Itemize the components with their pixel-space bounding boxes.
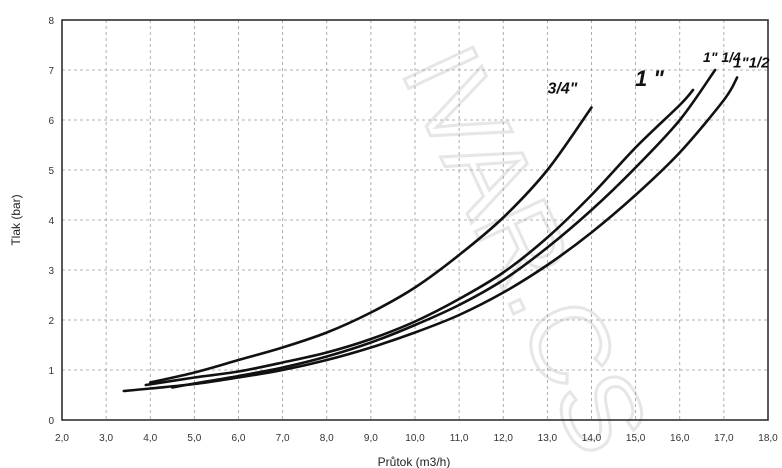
x-tick-label: 16,0 bbox=[670, 433, 690, 444]
x-tick-labels: 2,0 3,0 4,0 5,0 6,0 7,0 8,0 9,0 10,0 11,0 12,0 13,0… bbox=[55, 433, 778, 444]
x-tick-label: 12,0 bbox=[494, 433, 514, 444]
svg-text:IVAR.CS: IVAR.CS bbox=[378, 28, 672, 468]
y-tick-labels: 0 1 2 3 4 5 6 7 8 bbox=[48, 16, 54, 427]
y-tick-label: 5 bbox=[48, 166, 54, 177]
y-tick-label: 7 bbox=[48, 66, 54, 77]
watermark: IVAR.CS bbox=[377, 27, 674, 468]
y-tick-label: 0 bbox=[48, 416, 54, 427]
x-tick-label: 4,0 bbox=[143, 433, 157, 444]
x-tick-label: 14,0 bbox=[582, 433, 602, 444]
x-tick-label: 7,0 bbox=[276, 433, 290, 444]
series-line-4 bbox=[122, 76, 739, 393]
x-axis-label: Průtok (m3/h) bbox=[378, 455, 451, 468]
series-label-3: 1" 1/4 bbox=[703, 49, 741, 65]
y-tick-label: 1 bbox=[48, 366, 54, 377]
x-tick-label: 15,0 bbox=[626, 433, 646, 444]
series-labels: 3/4" 1 " 1" 1/41"1/2 bbox=[548, 49, 771, 98]
x-tick-label: 11,0 bbox=[450, 433, 469, 444]
y-tick-label: 6 bbox=[48, 116, 54, 127]
x-tick-label: 10,0 bbox=[405, 433, 425, 444]
y-tick-label: 4 bbox=[48, 216, 54, 227]
plot-frame bbox=[61, 19, 769, 421]
y-tick-label: 8 bbox=[48, 16, 54, 27]
x-tick-label: 17,0 bbox=[714, 433, 734, 444]
series-label-2: 1 " bbox=[635, 66, 664, 91]
y-tick-label: 2 bbox=[48, 316, 54, 327]
y-tick-label: 3 bbox=[48, 266, 54, 277]
x-tick-label: 2,0 bbox=[55, 433, 69, 444]
series-line-2 bbox=[144, 88, 695, 387]
y-axis-label: Tlak (bar) bbox=[9, 194, 23, 245]
x-tick-label: 18,0 bbox=[758, 433, 778, 444]
x-tick-label: 9,0 bbox=[364, 433, 378, 444]
x-tick-label: 8,0 bbox=[320, 433, 334, 444]
x-tick-label: 5,0 bbox=[187, 433, 201, 444]
x-tick-label: 6,0 bbox=[232, 433, 246, 444]
curves bbox=[122, 68, 739, 393]
x-tick-label: 13,0 bbox=[538, 433, 558, 444]
grid-lines bbox=[62, 20, 768, 420]
series-label-1: 3/4" bbox=[548, 81, 578, 98]
x-tick-label: 3,0 bbox=[99, 433, 113, 444]
series-label-4: 1"1/2 bbox=[733, 55, 770, 72]
series-line-1 bbox=[149, 106, 593, 384]
series-line-3 bbox=[171, 68, 717, 389]
